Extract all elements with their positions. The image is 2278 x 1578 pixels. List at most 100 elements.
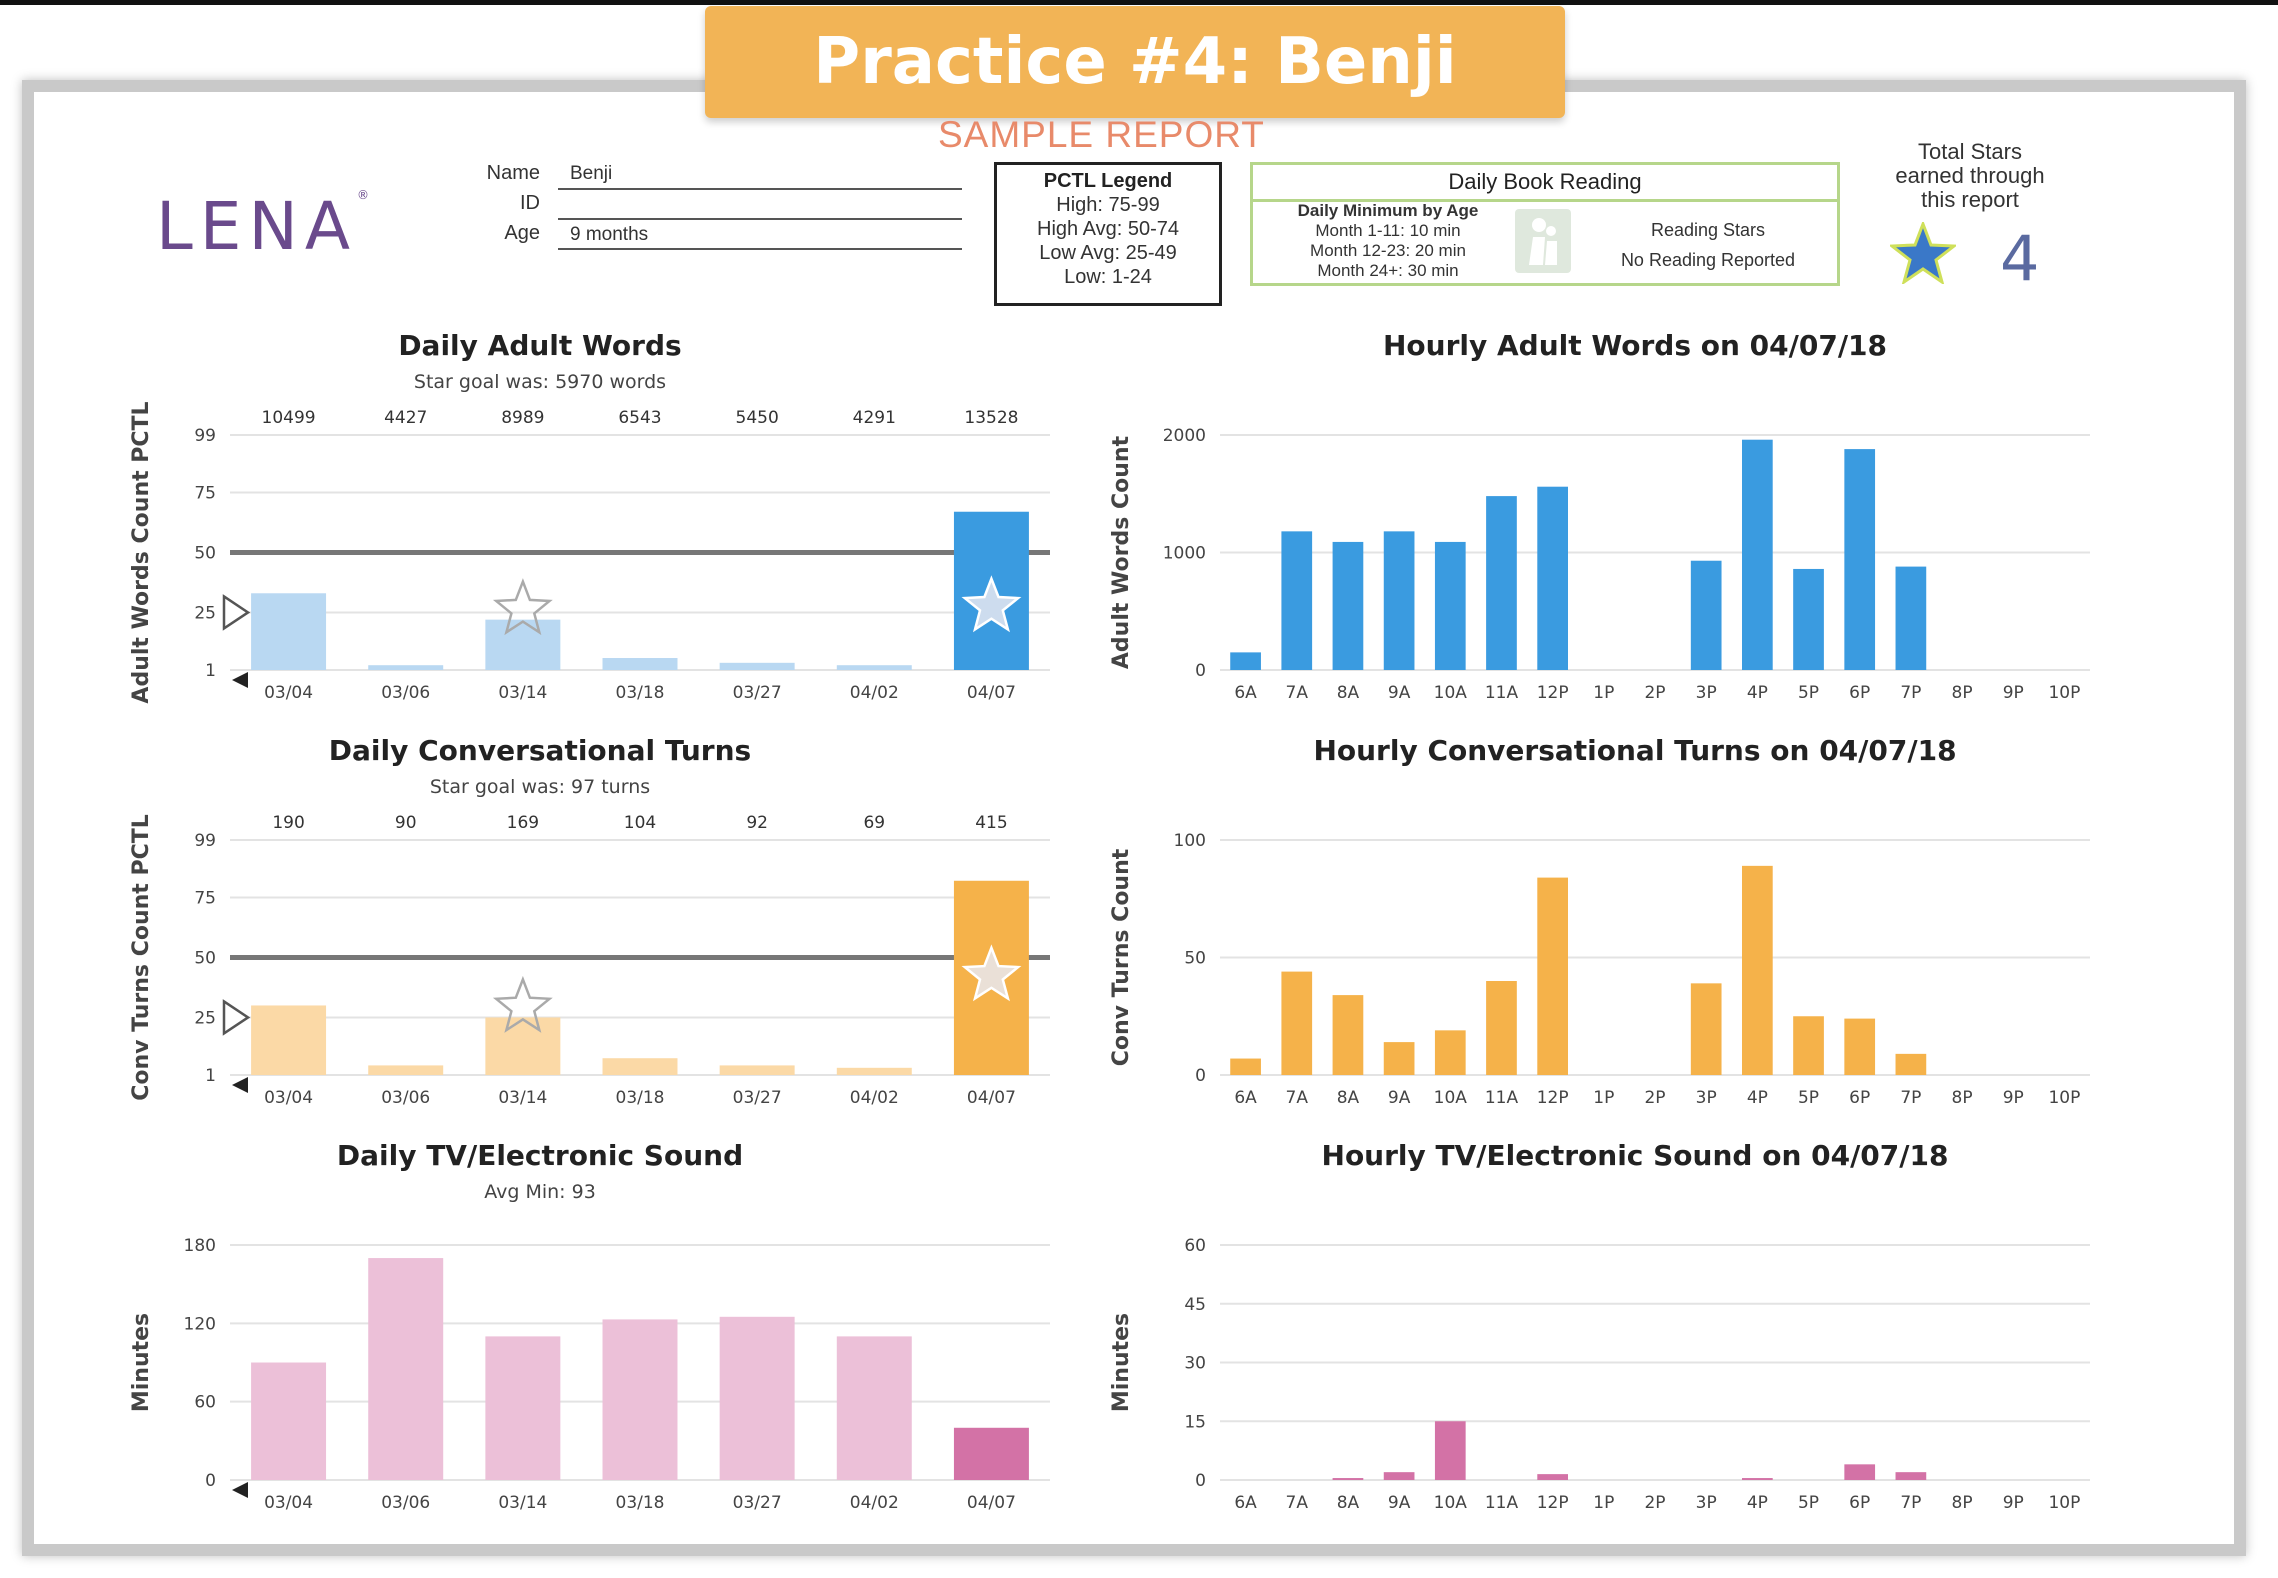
x-tick-label: 03/27 <box>733 1088 782 1108</box>
x-tick-label: 03/14 <box>498 683 547 703</box>
x-tick-label: 9P <box>2003 1493 2024 1513</box>
bar <box>368 665 444 670</box>
axis-arrow-icon <box>232 1077 248 1093</box>
x-tick-label: 8P <box>1952 1088 1973 1108</box>
x-tick-label: 6A <box>1234 1493 1257 1513</box>
bar <box>719 1065 795 1075</box>
x-tick-label: 1P <box>1593 683 1614 703</box>
y-tick-label: 0 <box>1195 1471 1206 1491</box>
x-tick-label: 9P <box>2003 683 2024 703</box>
y-tick-label: 50 <box>194 544 216 564</box>
bar <box>1332 541 1364 670</box>
x-tick-label: 4P <box>1747 1493 1768 1513</box>
age-underline <box>558 248 962 250</box>
x-tick-label: 4P <box>1747 683 1768 703</box>
bar <box>1486 496 1517 670</box>
bar <box>602 658 678 670</box>
bar <box>251 593 327 670</box>
daily-book-reading-box: Daily Book Reading Daily Minimum by Age … <box>1250 162 1840 286</box>
x-tick-label: 4P <box>1747 1088 1768 1108</box>
star-icon <box>961 944 1022 1002</box>
id-underline <box>558 218 962 220</box>
bar <box>1230 1058 1261 1075</box>
pctl-legend-line: High: 75-99 <box>1056 194 1160 216</box>
y-tick-label: 120 <box>184 1314 216 1334</box>
data-label: 92 <box>746 813 768 833</box>
chart-title: Hourly Conversational Turns on 04/07/18 <box>1313 734 1956 767</box>
y-tick-label: 99 <box>194 831 216 851</box>
axis-arrow-icon <box>232 1482 248 1498</box>
chart-title: Daily TV/Electronic Sound <box>337 1139 743 1172</box>
y-tick-label: 45 <box>1184 1295 1206 1315</box>
bar <box>1742 439 1773 670</box>
bar <box>485 1336 561 1480</box>
daily-minimum-by-age: Daily Minimum by Age Month 1-11: 10 min … <box>1263 201 1513 281</box>
bar <box>1793 1016 1824 1075</box>
x-tick-label: 2P <box>1644 1088 1665 1108</box>
x-tick-label: 03/14 <box>498 1088 547 1108</box>
x-tick-label: 9A <box>1388 1088 1411 1108</box>
axis-arrow-icon <box>232 672 248 688</box>
name-label: Name <box>486 162 540 184</box>
x-tick-label: 7P <box>1900 1088 1921 1108</box>
book-reading-title: Daily Book Reading <box>1253 165 1837 202</box>
bar <box>836 1336 912 1480</box>
data-label: 4291 <box>853 408 896 428</box>
data-label: 13528 <box>964 408 1018 428</box>
x-tick-label: 03/14 <box>498 1493 547 1513</box>
y-tick-label: 100 <box>1174 831 1206 851</box>
y-tick-label: 25 <box>194 1008 216 1028</box>
y-axis-label: Adult Words Count <box>1109 435 1134 669</box>
x-tick-label: 11A <box>1485 1088 1519 1108</box>
bar <box>1844 449 1876 670</box>
x-tick-label: 10P <box>2048 1493 2080 1513</box>
y-tick-label: 60 <box>194 1393 216 1413</box>
data-label: 104 <box>624 813 656 833</box>
x-tick-label: 8A <box>1337 1493 1360 1513</box>
y-tick-label: 99 <box>194 426 216 446</box>
chart-title: Hourly Adult Words on 04/07/18 <box>1383 329 1887 362</box>
bar <box>1895 1472 1927 1480</box>
bar <box>368 1258 444 1480</box>
y-axis-label: Conv Turns Count PCTL <box>129 814 154 1101</box>
chart-subtitle: Avg Min: 93 <box>484 1181 596 1203</box>
bar <box>719 1316 795 1480</box>
x-tick-label: 7A <box>1286 1493 1309 1513</box>
percentile-marker-icon <box>222 594 251 631</box>
x-tick-label: 03/18 <box>616 1088 665 1108</box>
chart-title: Daily Conversational Turns <box>329 734 751 767</box>
x-tick-label: 1P <box>1593 1493 1614 1513</box>
bar <box>602 1058 678 1075</box>
y-axis-label: Adult Words Count PCTL <box>129 401 154 703</box>
x-tick-label: 04/02 <box>850 1088 899 1108</box>
bar <box>1793 568 1824 670</box>
x-tick-label: 8P <box>1952 683 1973 703</box>
bar <box>1281 971 1313 1075</box>
x-tick-label: 03/04 <box>264 1493 313 1513</box>
x-tick-label: 04/02 <box>850 683 899 703</box>
x-tick-label: 04/07 <box>967 1493 1016 1513</box>
bar <box>1383 531 1415 670</box>
bar <box>1434 541 1466 670</box>
chart-subtitle: Star goal was: 5970 words <box>414 371 666 393</box>
sample-report-label: SAMPLE REPORT <box>938 114 1265 155</box>
daily-conv-turns-chart: Daily Conversational Turns Star goal was:… <box>129 734 1050 1108</box>
y-axis-label: Conv Turns Count <box>1109 848 1134 1066</box>
bar <box>1844 1018 1876 1075</box>
pctl-legend-line: Low Avg: 25-49 <box>1039 242 1177 264</box>
star-icon <box>492 578 553 636</box>
x-tick-label: 8A <box>1337 683 1360 703</box>
bar <box>251 1362 327 1480</box>
total-stars-star-icon <box>1890 222 1956 284</box>
y-axis-label: Minutes <box>1109 1313 1134 1412</box>
x-tick-label: 9P <box>2003 1088 2024 1108</box>
bar <box>1537 486 1568 670</box>
x-tick-label: 7P <box>1900 683 1921 703</box>
practice-banner: Practice #4: Benji <box>705 6 1565 118</box>
hourly-conv-turns-chart: Hourly Conversational Turns on 04/07/18 C… <box>1109 734 2090 1108</box>
bar <box>1434 1421 1466 1480</box>
bar <box>485 619 561 670</box>
x-tick-label: 03/06 <box>381 683 430 703</box>
y-tick-label: 1000 <box>1163 544 1206 564</box>
x-tick-label: 3P <box>1696 683 1717 703</box>
